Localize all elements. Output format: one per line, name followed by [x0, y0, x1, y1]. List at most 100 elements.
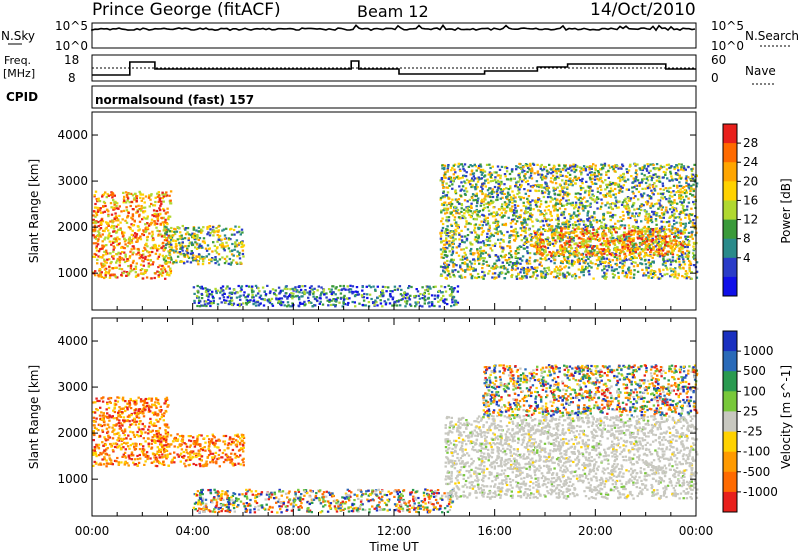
- heatmap-cell-1374: [280, 304, 283, 307]
- heatmap-cell-4648: [609, 219, 612, 222]
- heatmap-cell-1715: [218, 297, 222, 300]
- heatmap-cell-4193: [501, 203, 504, 206]
- heatmap-cell-1262: [421, 305, 424, 308]
- heatmap-cell-3471: [519, 166, 522, 169]
- heatmap-cell-4409: [588, 165, 592, 168]
- heatmap-cell-1123: [346, 303, 349, 306]
- heatmap-cell-3525: [464, 175, 468, 178]
- heatmap-cell-194: [96, 209, 100, 212]
- heatmap-cell-2309: [684, 272, 687, 276]
- heatmap-cell-4380: [495, 276, 498, 279]
- heatmap-cell-2022: [571, 264, 574, 267]
- heatmap-cell-1330: [233, 288, 236, 291]
- heatmap-cell-3905: [675, 191, 678, 194]
- heatmap-cell-3214: [501, 261, 504, 264]
- heatmap-cell-302: [93, 194, 96, 197]
- heatmap-cell-4840: [533, 260, 536, 263]
- heatmap-cell-4949: [477, 197, 480, 200]
- heatmap-cell-2116: [591, 262, 594, 265]
- heatmap-cell-2669: [475, 205, 478, 208]
- heatmap-cell-1170: [290, 295, 293, 298]
- heatmap-cell-2028: [497, 238, 500, 241]
- heatmap-cell-2432: [672, 270, 676, 273]
- heatmap-cell-4736: [566, 186, 569, 189]
- heatmap-cell-4566: [580, 202, 583, 205]
- heatmap-cell-4846: [593, 212, 596, 215]
- heatmap-cell-955: [179, 253, 183, 256]
- heatmap-cell-2280: [685, 208, 689, 211]
- heatmap-cell-2298: [526, 211, 530, 214]
- heatmap-cell-681: [165, 194, 169, 197]
- heatmap-cell-1005: [222, 245, 225, 248]
- heatmap-cell-1596: [448, 294, 452, 297]
- heatmap-cell-4789: [571, 274, 574, 277]
- heatmap-cell-3259: [622, 244, 626, 248]
- heatmap-cell-4157: [643, 166, 646, 169]
- heatmap-cell-4756: [514, 185, 517, 188]
- heatmap-cell-4622: [644, 210, 647, 213]
- heatmap-cell-2154: [598, 219, 601, 222]
- heatmap-cell-2292: [512, 228, 516, 232]
- heatmap-cell-208: [135, 205, 138, 208]
- heatmap-cell-4488: [541, 177, 544, 180]
- heatmap-cell-1680: [408, 285, 411, 288]
- heatmap-cell-1218: [303, 285, 307, 288]
- heatmap-cell-4403: [547, 266, 550, 269]
- heatmap-cell-1696: [270, 297, 274, 300]
- heatmap-cell-2417: [586, 225, 589, 228]
- heatmap-cell-1695: [366, 296, 369, 300]
- heatmap-cell-1417: [450, 293, 453, 296]
- heatmap-cell-72: [124, 201, 128, 204]
- heatmap-cell-3824: [450, 169, 453, 172]
- heatmap-cell-2525: [544, 229, 547, 232]
- heatmap-cell-1557: [222, 296, 226, 299]
- heatmap-cell-520: [98, 269, 101, 272]
- heatmap-cell-656: [103, 250, 106, 253]
- heatmap-cell-3136: [486, 222, 490, 225]
- heatmap-cell-4598: [643, 255, 646, 258]
- heatmap-cell-388: [117, 223, 120, 226]
- heatmap-cell-3086: [470, 231, 473, 234]
- heatmap-cell-692: [104, 227, 107, 230]
- heatmap-cell-1752: [445, 242, 448, 245]
- heatmap-cell-1216: [297, 296, 301, 299]
- heatmap-cell-3587: [589, 250, 593, 253]
- heatmap-cell-551: [99, 273, 103, 276]
- heatmap-cell-1328: [219, 286, 223, 290]
- heatmap-cell-1428: [363, 292, 366, 296]
- heatmap-cell-2206: [559, 273, 562, 276]
- heatmap-cell-3637: [477, 227, 480, 231]
- heatmap-cell-531: [114, 238, 117, 241]
- heatmap-cell-2614: [528, 259, 531, 262]
- heatmap-cell-190: [144, 255, 147, 258]
- heatmap-cell-4862: [569, 183, 573, 186]
- heatmap-cell-717: [160, 200, 163, 203]
- heatmap-cell-4449: [564, 182, 568, 185]
- heatmap-cell-1587: [424, 289, 427, 292]
- heatmap-cell-471: [161, 264, 164, 267]
- heatmap-cell-1103: [227, 237, 231, 240]
- heatmap-cell-2913: [446, 167, 449, 170]
- heatmap-cell-3776: [626, 210, 629, 214]
- heatmap-cell-4240: [580, 271, 583, 274]
- heatmap-cell-1597: [308, 293, 312, 296]
- heatmap-cell-1365: [358, 302, 361, 305]
- heatmap-cell-4178: [621, 271, 624, 275]
- heatmap-cell-1648: [236, 291, 239, 294]
- heatmap-cell-3134: [457, 224, 460, 227]
- heatmap-cell-3007: [443, 167, 446, 170]
- heatmap-cell-3150: [679, 218, 683, 221]
- heatmap-cell-2100: [514, 237, 518, 240]
- heatmap-cell-1451: [316, 299, 319, 302]
- heatmap-cell-1: [104, 191, 107, 194]
- heatmap-cell-1509: [349, 284, 352, 287]
- heatmap-cell-1502: [285, 292, 288, 295]
- heatmap-cell-357: [101, 233, 104, 236]
- heatmap-cell-674: [129, 267, 133, 270]
- heatmap-cell-3845: [683, 209, 686, 212]
- heatmap-cell-994: [192, 236, 196, 239]
- heatmap-cell-4381: [627, 199, 630, 202]
- heatmap-cell-363: [133, 247, 136, 250]
- heatmap-cell-1397: [381, 291, 384, 294]
- heatmap-cell-4952: [497, 186, 500, 190]
